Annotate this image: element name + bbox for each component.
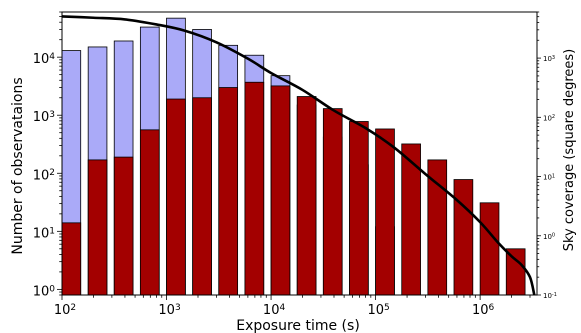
x-axis-label: Exposure time (s): [236, 318, 360, 333]
bar-series-1-0: [61, 222, 82, 296]
y2-tick-label: 102: [543, 114, 555, 122]
y2-tick-label: 100: [543, 233, 555, 241]
y-tick-label: 102: [33, 168, 55, 183]
sky-coverage-curve-layer: [61, 15, 536, 296]
x-tick-label: 105: [367, 303, 389, 318]
sky-coverage-curve: [61, 15, 536, 296]
bar-series-1-9: [296, 96, 317, 296]
bar-series-1-3: [139, 129, 160, 296]
y-axis-label: Number of observataions: [10, 77, 26, 254]
bar-series-1-2: [113, 156, 134, 296]
bar-series-1-14: [427, 159, 448, 296]
y-tick-label: 101: [33, 226, 55, 241]
bars-layer: [61, 17, 526, 296]
bar-series-1-11: [349, 121, 369, 296]
bar-series-1-10: [322, 108, 343, 296]
bar-series-1-12: [375, 128, 395, 296]
ticks-layer: [57, 11, 541, 300]
y2-tick-label: 101: [543, 173, 555, 181]
plot-frame: [61, 11, 538, 296]
bar-series-1-15: [453, 179, 474, 296]
bar-series-1-7: [244, 81, 265, 296]
tick-labels-layer: 102 103 104 105 106 100 101 102 103 104 10-1 100 101…: [33, 52, 557, 318]
bar-series-1-16: [479, 202, 500, 296]
bar-series-1-1: [87, 159, 108, 296]
y2-tick-label: 103: [543, 55, 555, 63]
bar-series-1-17: [505, 248, 526, 296]
bar-series-1-4: [166, 98, 186, 296]
x-tick-label: 102: [54, 303, 76, 318]
y-tick-label: 100: [33, 284, 56, 299]
bar-series-1-5: [192, 97, 212, 296]
bar-series-1-6: [218, 87, 239, 296]
y-tick-label: 104: [33, 52, 56, 67]
y2-tick-label: 10-1: [543, 292, 557, 300]
x-tick-label: 106: [472, 303, 495, 318]
x-tick-label: 103: [158, 303, 180, 318]
y2-axis-label: Sky coverage (square degrees): [562, 49, 577, 252]
x-tick-label: 104: [263, 303, 286, 318]
y-tick-label: 103: [33, 110, 55, 125]
bar-series-1-8: [270, 85, 291, 296]
